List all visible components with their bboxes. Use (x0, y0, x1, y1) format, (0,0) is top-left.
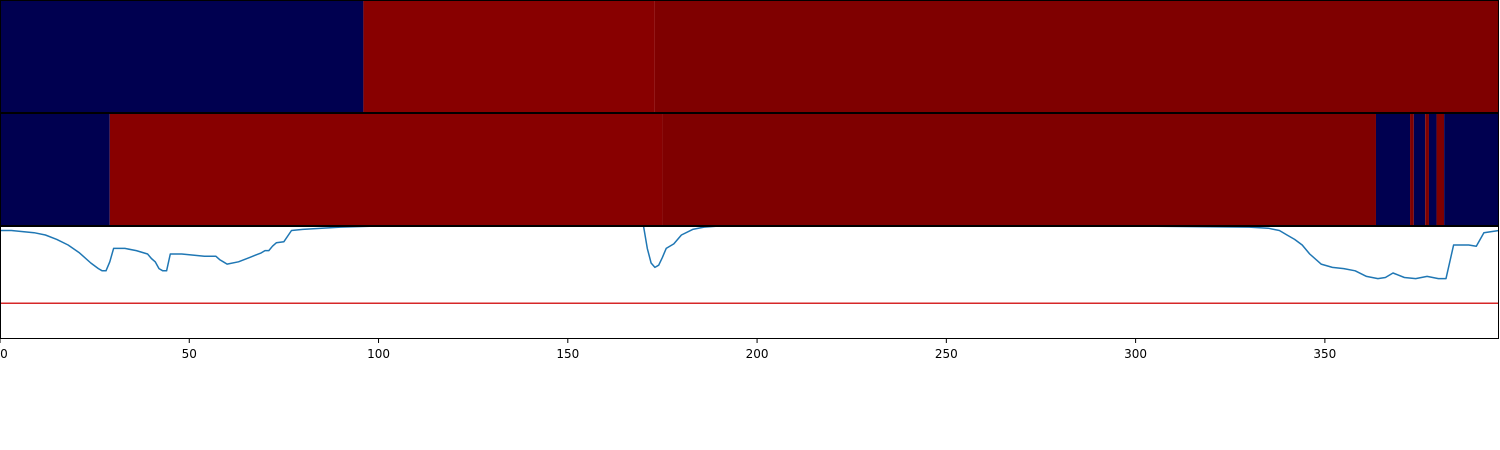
heatmap-segment-0-0 (0, 0, 364, 112)
panel-frame-2 (0, 226, 1499, 339)
heatmap-segment-1-9 (1444, 113, 1499, 225)
heatmap-segment-0-1 (363, 0, 655, 112)
heatmap-segment-1-4 (1410, 113, 1414, 225)
x-tick-label-6: 300 (1124, 347, 1147, 361)
x-tick-label-1: 50 (182, 347, 197, 361)
x-tick-label-5: 250 (935, 347, 958, 361)
heatmap-segment-1-8 (1436, 113, 1445, 225)
panel-frames (0, 0, 1499, 339)
x-tick-label-7: 350 (1313, 347, 1336, 361)
heatmap-row-middle (0, 113, 1499, 225)
heatmap-segment-1-6 (1425, 113, 1429, 225)
line-panel-background (0, 226, 1499, 338)
heatmap-row-top (0, 0, 1499, 112)
x-tick-label-2: 100 (367, 347, 390, 361)
heatmap-segment-1-5 (1413, 113, 1426, 225)
heatmap-segment-1-2 (662, 113, 1376, 225)
heatmap-segment-1-0 (0, 113, 110, 225)
heatmap-segment-0-2 (654, 0, 1499, 112)
line-panel (0, 225, 1500, 338)
x-tick-label-3: 150 (556, 347, 579, 361)
x-tick-label-0: 0 (0, 347, 8, 361)
x-tick-label-4: 200 (746, 347, 769, 361)
heatmap-segment-1-3 (1375, 113, 1411, 225)
panel-frame-0 (0, 0, 1499, 113)
x-axis: 0 50 100 150 200 250 300 350 (0, 339, 1336, 361)
panel-frame-1 (0, 113, 1499, 226)
heatmap-segment-1-1 (109, 113, 663, 225)
heatmap-segment-1-7 (1428, 113, 1437, 225)
